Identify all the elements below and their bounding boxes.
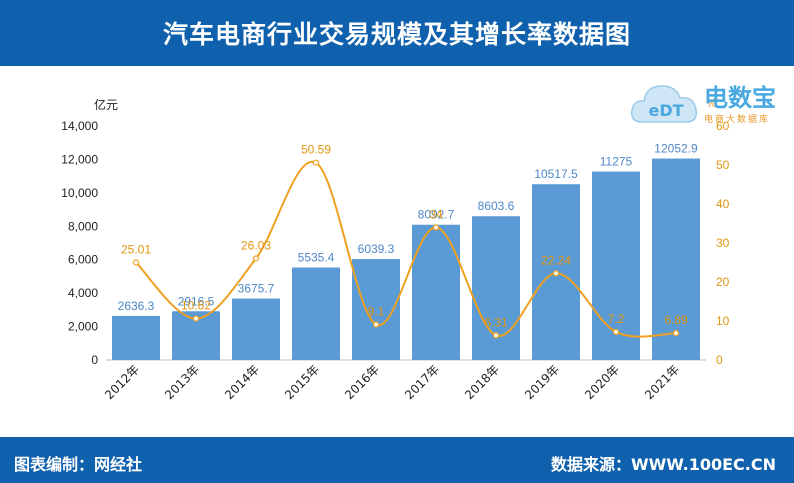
- bar-data-label: 8092.7: [418, 208, 455, 222]
- y-right-tick-label: 30: [716, 236, 730, 250]
- y-right-tick-label: 10: [716, 314, 730, 328]
- x-tick-label: 2014年: [222, 362, 262, 402]
- y-right-tick-label: 20: [716, 275, 730, 289]
- bar: [592, 171, 640, 360]
- bar-data-label: 5535.4: [298, 250, 335, 264]
- y-left-tick-label: 8,000: [68, 219, 98, 233]
- y-left-tick-label: 6,000: [68, 253, 98, 267]
- x-tick-label: 2012年: [102, 362, 142, 402]
- bar-data-label: 3675.7: [238, 282, 275, 296]
- title-bar: 汽车电商行业交易规模及其增长率数据图: [0, 0, 794, 66]
- x-tick-label: 2021年: [642, 362, 682, 402]
- x-tick-label: 2013年: [162, 362, 202, 402]
- line-data-label: 6.31: [484, 315, 508, 329]
- growth-rate-point: [432, 224, 440, 231]
- y-left-tick-label: 2,000: [68, 320, 98, 334]
- y-left-tick-label: 0: [91, 353, 98, 367]
- x-tick-label: 2016年: [342, 362, 382, 402]
- bar-data-label: 10517.5: [534, 167, 578, 181]
- bar: [232, 298, 280, 360]
- line-data-label: 25.01: [121, 242, 151, 256]
- y-left-tick-label: 4,000: [68, 286, 98, 300]
- y-right-tick-label: 50: [716, 158, 730, 172]
- watermark-tagline: 电商大数据库: [704, 115, 771, 125]
- growth-rate-point: [192, 315, 200, 322]
- bar: [292, 267, 340, 360]
- chart-area: 0 2,000 4,000 6,000 8,000 10,000 12,000 14,000 0…: [61, 119, 730, 402]
- growth-rate-point: [132, 259, 140, 266]
- x-tick-label: 2019年: [522, 362, 562, 402]
- chart-title: 汽车电商行业交易规模及其增长率数据图: [162, 20, 631, 49]
- bar-data-label: 11275: [600, 155, 633, 169]
- y-right-tick-label: 60: [716, 119, 730, 133]
- right-axis-unit: %: [706, 96, 717, 110]
- x-tick-label: 2017年: [402, 362, 442, 402]
- bar-data-label: 2636.3: [118, 299, 155, 313]
- line-data-label: 9.1: [368, 305, 385, 319]
- x-tick-label: 2020年: [582, 362, 622, 402]
- line-data-label: 7.2: [608, 312, 625, 326]
- bar-data-label: 6039.3: [358, 242, 395, 256]
- line-data-label: 10.62: [181, 299, 211, 313]
- y-right-tick-label: 0: [716, 353, 723, 367]
- growth-rate-point: [552, 270, 560, 277]
- line-data-label: 26.03: [241, 238, 271, 252]
- growth-rate-point: [372, 321, 380, 328]
- y-left-tick-label: 10,000: [61, 186, 98, 200]
- line-data-label: 50.59: [301, 143, 331, 157]
- footer-source-right: 数据来源：WWW.100EC.CN: [550, 455, 776, 474]
- footer-bar: 图表编制：网经社 数据来源：WWW.100EC.CN: [0, 437, 794, 483]
- bar-data-label: 12052.9: [654, 142, 698, 156]
- x-tick-label: 2018年: [462, 362, 502, 402]
- bar: [112, 315, 160, 360]
- growth-rate-point: [312, 159, 320, 166]
- x-tick-label: 2015年: [282, 362, 322, 402]
- bar-data-label: 8603.6: [478, 199, 515, 213]
- line-data-label: 6.89: [664, 313, 688, 327]
- growth-rate-line: [135, 160, 677, 338]
- growth-rate-point: [612, 328, 620, 336]
- y-left-tick-label: 12,000: [61, 152, 98, 166]
- watermark-brand: 电数宝: [704, 84, 776, 112]
- y-right-tick-label: 40: [716, 197, 730, 211]
- left-axis-unit: 亿元: [94, 98, 119, 112]
- watermark-logo: eDT 电数宝 电商大数据库: [628, 72, 788, 132]
- growth-rate-point: [672, 330, 680, 337]
- bar-data-label: 2916.5: [178, 294, 215, 308]
- cloud-logo-icon: eDT: [630, 85, 698, 123]
- bar: [652, 158, 700, 360]
- logo-text: eDT: [648, 101, 683, 120]
- line-data-label: 22.24: [541, 253, 571, 267]
- line-data-label: 34: [429, 207, 443, 221]
- bar: [352, 259, 400, 360]
- growth-rate-point: [492, 332, 500, 339]
- footer-source-left: 图表编制：网经社: [14, 455, 143, 474]
- growth-rate-point: [252, 255, 260, 262]
- y-left-tick-label: 14,000: [61, 119, 98, 133]
